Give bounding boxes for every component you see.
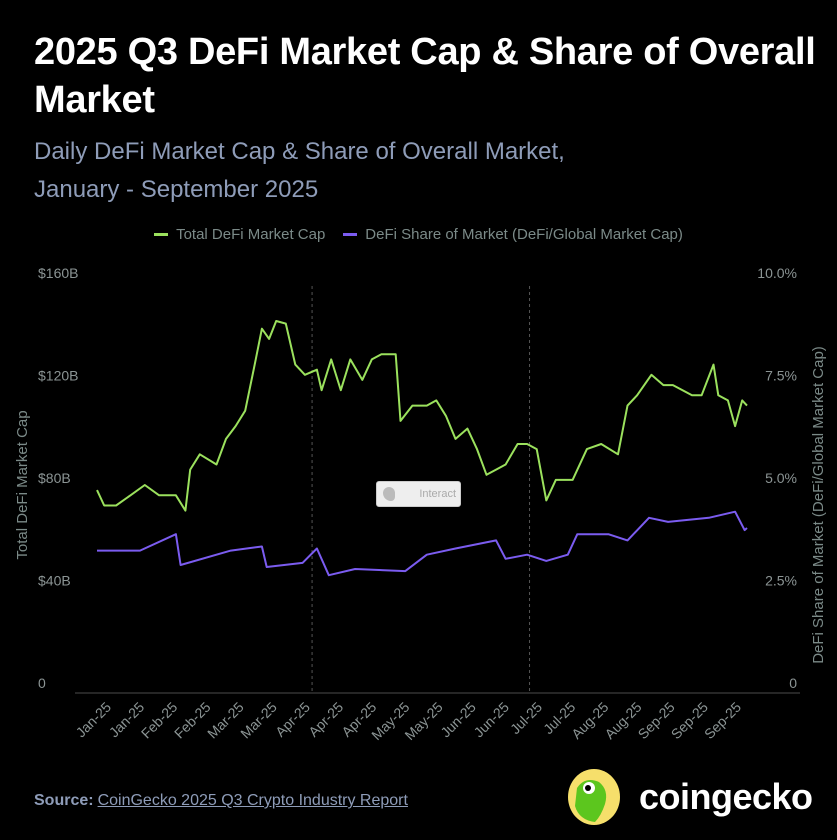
y2-tick-label: 10.0%: [757, 265, 797, 281]
series-line-defi-market-cap: [96, 320, 748, 512]
legend-item-defi-share[interactable]: DeFi Share of Market (DeFi/Global Market…: [343, 226, 683, 243]
source-label: Source:: [34, 792, 94, 809]
legend: Total DeFi Market Cap DeFi Share of Mark…: [0, 226, 837, 243]
x-tick-label: Mar-25: [237, 699, 280, 742]
legend-swatch-purple: [343, 233, 358, 236]
gecko-icon: [568, 769, 620, 825]
y-tick-label: $80B: [38, 470, 71, 486]
chart-subtitle: Daily DeFi Market Cap & Share of Overall…: [34, 133, 814, 209]
x-tick-label: Jun-25: [437, 699, 479, 741]
x-tick-label: Sep-25: [701, 699, 744, 742]
coingecko-logo: coingecko: [565, 768, 813, 826]
y-tick-label: $160B: [38, 265, 78, 281]
x-tick-label: Feb-25: [171, 699, 214, 742]
logo-text: coingecko: [639, 776, 813, 817]
source-link[interactable]: CoinGecko 2025 Q3 Crypto Industry Report: [97, 792, 408, 809]
y-tick-label: $120B: [38, 368, 78, 384]
y-axis-title: Total DeFi Market Cap: [14, 410, 31, 559]
y2-tick-label: 0: [789, 675, 797, 691]
x-tick-label: Mar-25: [204, 699, 247, 742]
source-line: Source: CoinGecko 2025 Q3 Crypto Industry…: [34, 792, 408, 810]
series-line-defi-share: [97, 510, 748, 577]
x-tick-label: Feb-25: [138, 699, 181, 742]
x-tick-label: Jul-25: [507, 699, 545, 737]
legend-swatch-green: [154, 233, 169, 236]
hand-icon: [383, 487, 395, 501]
legend-label: DeFi Share of Market (DeFi/Global Market…: [365, 226, 683, 243]
y2-tick-label: 7.5%: [765, 368, 797, 384]
interact-label: Interact: [419, 488, 456, 500]
y-tick-label: $40B: [38, 573, 71, 589]
x-tick-label: Jun-25: [470, 699, 512, 741]
subtitle-line-2: January - September 2025: [34, 176, 319, 203]
y2-tick-label: 5.0%: [765, 470, 797, 486]
legend-item-defi-market-cap[interactable]: Total DeFi Market Cap: [154, 226, 325, 243]
x-tick-label: Apr-25: [272, 699, 313, 740]
x-tick-label: Jan-25: [73, 699, 115, 741]
x-tick-label: Apr-25: [305, 699, 346, 740]
y2-axis-title: DeFi Share of Market (DeFi/Global Market…: [810, 346, 827, 664]
y-tick-label: 0: [38, 675, 46, 691]
interact-button[interactable]: Interact: [376, 481, 461, 507]
legend-label: Total DeFi Market Cap: [176, 226, 326, 243]
chart-title: 2025 Q3 DeFi Market Cap & Share of Overa…: [34, 31, 816, 121]
x-tick-label: May-25: [401, 699, 445, 743]
y2-tick-label: 2.5%: [765, 573, 797, 589]
subtitle-line-1: Daily DeFi Market Cap & Share of Overall…: [34, 138, 565, 165]
